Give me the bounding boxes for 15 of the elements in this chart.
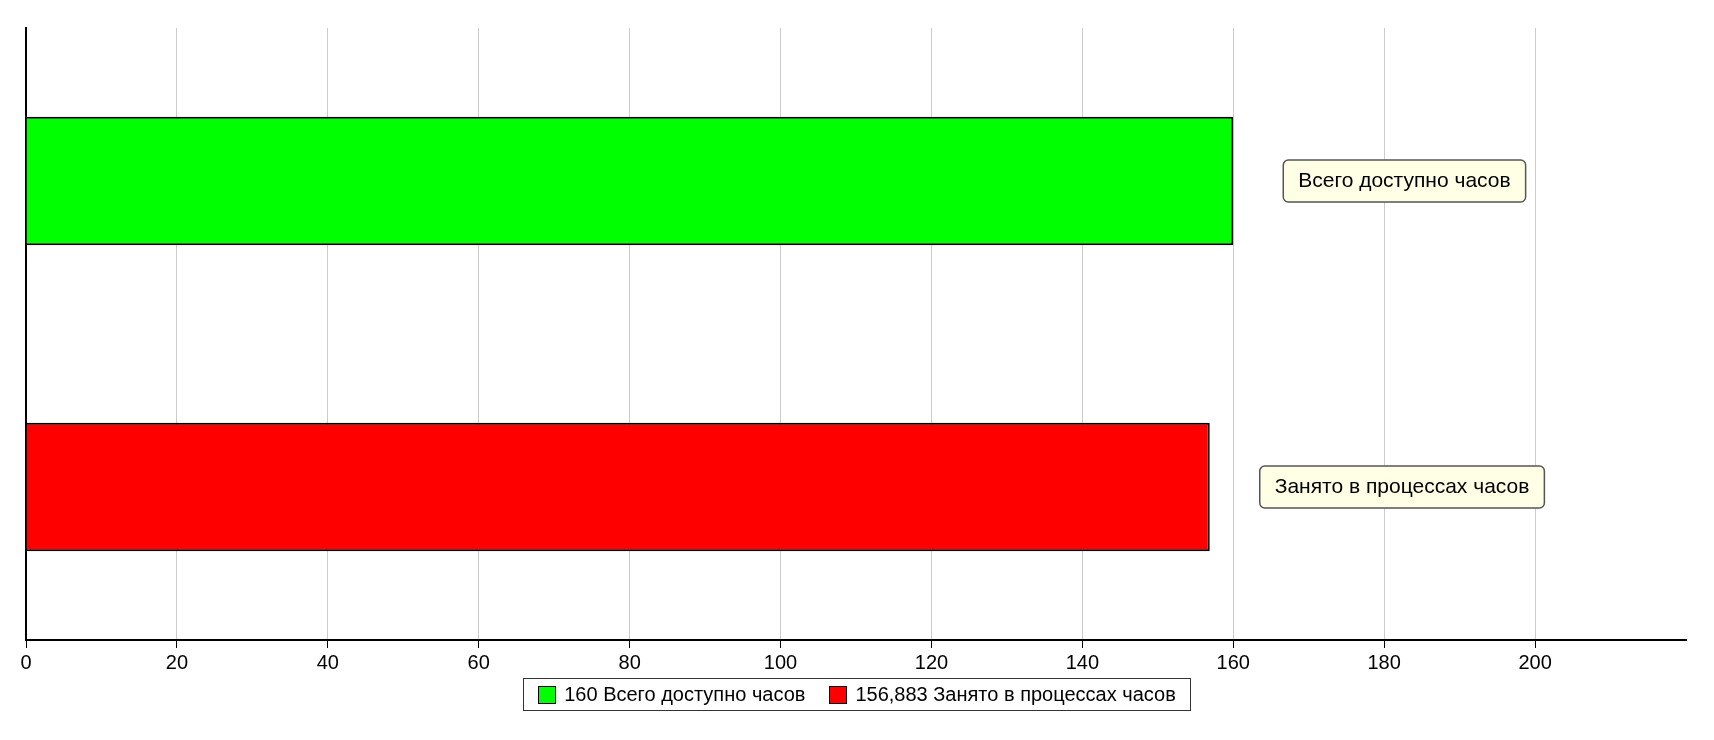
x-tick-label: 200 (1518, 650, 1552, 673)
x-tick-label: 100 (763, 650, 798, 673)
y-tick-label: Занято в процессах часов (1274, 473, 1530, 497)
x-tick-label: 140 (1065, 650, 1100, 673)
legend-label: 156,883 Занято в процессах часов (855, 683, 1176, 706)
x-tick-label: 20 (165, 650, 189, 673)
x-tick-label: 80 (618, 650, 641, 673)
x-tick-label: 120 (914, 650, 949, 673)
x-tick-label: 40 (316, 650, 339, 673)
x-tick-label: 180 (1367, 650, 1401, 673)
y-tick-label: Всего доступно часов (1298, 167, 1511, 191)
x-tick-label: 60 (467, 650, 490, 673)
legend-label: 160 Всего доступно часов (564, 683, 806, 706)
x-tick-label: 0 (20, 650, 32, 673)
x-tick-label: 160 (1216, 650, 1250, 673)
